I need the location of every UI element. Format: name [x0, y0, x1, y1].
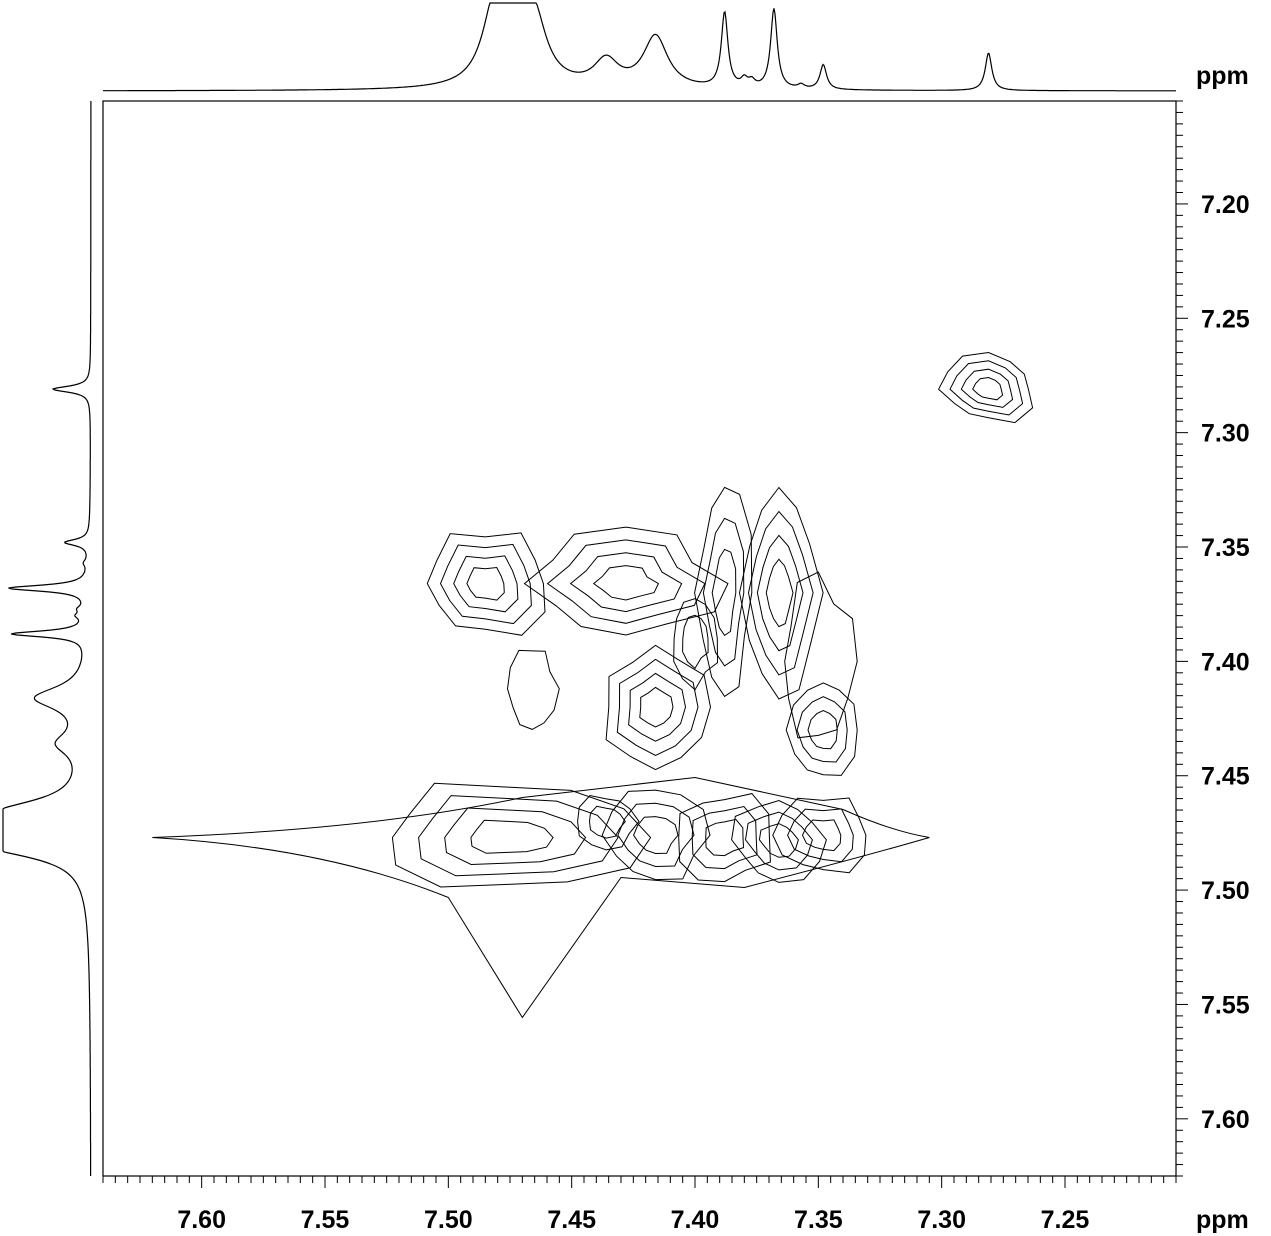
contour-line — [616, 658, 699, 756]
y-tick-label: 7.20 — [1201, 191, 1250, 219]
contour-line — [577, 794, 640, 851]
contour-line — [391, 782, 652, 888]
contour-line — [972, 376, 1004, 401]
contour-line — [731, 799, 827, 883]
contour-plot — [152, 351, 1034, 1019]
contour-line — [756, 534, 804, 652]
y-axis: 7.20 7.25 7.30 7.35 7.40 7.45 7.50 7.55 7.60 — [1176, 100, 1250, 1177]
contour-line — [744, 811, 813, 871]
x-axis: 7.60 7.55 7.50 7.45 7.40 7.35 7.30 7.25 — [102, 1176, 1177, 1234]
top-projection-trace — [103, 2, 1176, 92]
x-tick-label: 7.50 — [424, 1206, 473, 1234]
x-tick-label: 7.55 — [301, 1206, 350, 1234]
contour-line — [796, 696, 848, 763]
contour-line — [418, 795, 619, 877]
contour-line — [937, 351, 1034, 424]
contour-line — [426, 532, 546, 636]
contour-line — [949, 360, 1024, 416]
y-tick-label: 7.25 — [1201, 305, 1250, 333]
y-tick-label: 7.45 — [1201, 763, 1250, 791]
y-tick-label: 7.60 — [1201, 1106, 1250, 1134]
contour-line — [960, 368, 1014, 408]
contour-line — [592, 565, 660, 601]
contour-line — [453, 555, 519, 613]
contour-line — [702, 517, 745, 667]
x-tick-label: 7.45 — [547, 1206, 596, 1234]
top-axis-unit-label: ppm — [1196, 62, 1249, 90]
x-tick-label: 7.25 — [1041, 1206, 1090, 1234]
contour-line — [639, 686, 674, 728]
contour-line — [466, 566, 505, 601]
contour-line — [738, 486, 824, 700]
y-tick-label: 7.40 — [1201, 648, 1250, 676]
contour-line — [546, 539, 706, 624]
contour-line — [588, 805, 626, 839]
contour-line — [758, 823, 799, 858]
x-tick-label: 7.40 — [671, 1206, 720, 1234]
y-tick-label: 7.35 — [1201, 534, 1250, 562]
contour-line — [678, 793, 771, 883]
contour-line — [787, 808, 854, 863]
contour-line — [601, 789, 711, 881]
x-tick-label: 7.30 — [917, 1206, 966, 1234]
x-axis-unit-label: ppm — [1196, 1206, 1249, 1234]
contour-line — [807, 710, 838, 750]
contour-line — [617, 802, 695, 868]
contour-line — [801, 819, 842, 852]
contour-line — [444, 807, 587, 866]
contour-line — [506, 649, 560, 730]
contour-line — [682, 614, 709, 670]
contour-line — [705, 818, 745, 857]
left-projection-spectrum — [2, 101, 92, 1176]
y-tick-label: 7.50 — [1201, 877, 1250, 905]
x-tick-label: 7.35 — [794, 1206, 843, 1234]
y-tick-label: 7.30 — [1201, 420, 1250, 448]
contour-line — [785, 682, 858, 776]
plot-frame — [102, 100, 1177, 1177]
top-projection-spectrum — [103, 2, 1176, 92]
contour-line — [523, 526, 729, 636]
contour-line — [633, 816, 679, 855]
contour-line — [605, 644, 712, 771]
contour-line — [711, 548, 737, 637]
contour-line — [152, 776, 930, 1019]
contour-line — [772, 797, 867, 874]
contour-line — [439, 543, 532, 625]
y-tick-label: 7.55 — [1201, 991, 1250, 1019]
contour-line — [765, 558, 794, 628]
left-projection-trace — [2, 101, 92, 1176]
contour-line — [694, 486, 753, 698]
contour-line — [747, 510, 814, 676]
contour-line — [673, 598, 719, 691]
contour-line — [569, 552, 683, 613]
contour-line — [784, 571, 858, 739]
x-tick-label: 7.60 — [177, 1206, 226, 1234]
contour-line — [628, 672, 687, 742]
contour-line — [470, 819, 554, 854]
